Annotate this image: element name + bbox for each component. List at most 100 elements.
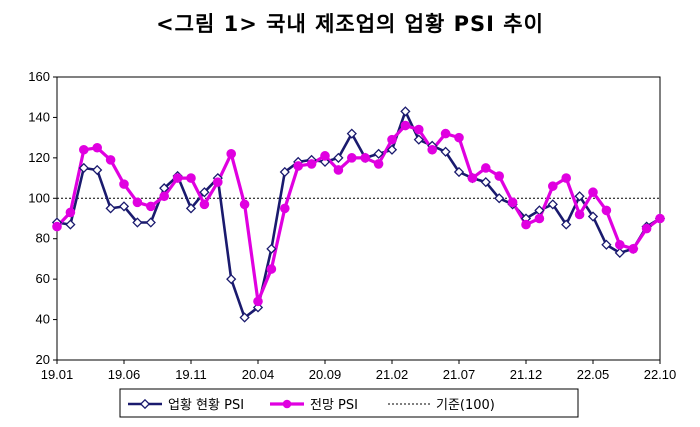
data-point-outlook-psi <box>387 134 397 145</box>
y-tick-label: 140 <box>28 109 50 124</box>
series-line-1 <box>56 110 661 319</box>
data-point-outlook-psi <box>199 199 210 210</box>
data-point-outlook-psi <box>119 179 129 189</box>
data-point-current-psi <box>386 144 398 155</box>
data-point-outlook-psi <box>146 201 156 212</box>
legend-marker-circle <box>282 399 292 409</box>
x-tick-label: 19.01 <box>41 367 74 382</box>
data-point-outlook-psi <box>427 144 438 155</box>
data-point-outlook-psi <box>52 221 62 232</box>
data-point-outlook-psi <box>306 159 317 169</box>
data-point-current-psi <box>413 134 424 145</box>
data-point-outlook-psi <box>414 124 424 135</box>
data-point-outlook-psi <box>574 209 585 220</box>
data-point-outlook-psi <box>280 203 290 214</box>
data-point-outlook-psi <box>615 239 625 250</box>
data-point-outlook-psi <box>92 142 102 153</box>
data-point-current-psi <box>226 274 237 285</box>
data-point-outlook-psi <box>548 181 558 191</box>
data-point-current-psi <box>373 148 384 159</box>
data-point-outlook-psi <box>186 173 196 183</box>
legend-marker-diamond <box>139 398 151 410</box>
data-point-outlook-psi <box>79 144 89 155</box>
legend-box <box>119 388 579 418</box>
data-point-outlook-psi <box>320 151 330 161</box>
data-point-outlook-psi <box>105 155 116 165</box>
y-tick-label: 120 <box>28 150 50 165</box>
data-point-outlook-psi <box>65 207 76 218</box>
legend-label: 업황 현황 PSI <box>168 398 244 413</box>
data-point-outlook-psi <box>226 149 236 159</box>
x-tick-label: 19.06 <box>108 367 141 382</box>
data-point-outlook-psi <box>481 163 491 173</box>
data-point-current-psi <box>279 166 290 178</box>
data-point-current-psi <box>453 166 465 178</box>
x-tick-label: 20.04 <box>242 367 275 382</box>
data-point-outlook-psi <box>333 165 344 175</box>
data-point-outlook-psi <box>400 120 411 131</box>
data-point-outlook-psi <box>601 205 612 216</box>
data-point-outlook-psi <box>588 187 598 198</box>
x-tick-label: 19.11 <box>175 367 207 382</box>
chart-title: <그림 1> 국내 제조업의 업황 PSI 추이 <box>156 12 544 36</box>
data-point-outlook-psi <box>561 173 572 183</box>
data-point-current-psi <box>145 217 156 228</box>
data-point-current-psi <box>132 217 143 228</box>
data-point-outlook-psi <box>360 153 371 163</box>
data-point-current-psi <box>561 219 572 230</box>
data-point-outlook-psi <box>628 244 639 254</box>
y-tick-label: 100 <box>28 190 50 205</box>
data-point-current-psi <box>266 243 277 254</box>
x-tick-label: 22.05 <box>577 367 610 382</box>
x-tick-label: 22.10 <box>644 367 677 382</box>
data-point-current-psi <box>346 128 357 139</box>
data-point-current-psi <box>587 211 599 222</box>
x-tick-label: 20.09 <box>309 367 342 382</box>
data-point-current-psi <box>199 187 210 198</box>
data-point-outlook-psi <box>172 173 183 183</box>
data-point-outlook-psi <box>159 191 169 202</box>
x-tick-label: 21.02 <box>376 367 409 382</box>
data-point-current-psi <box>440 146 451 157</box>
data-point-current-psi <box>547 199 558 210</box>
data-point-outlook-psi <box>253 296 263 307</box>
data-point-outlook-psi <box>521 219 531 230</box>
y-tick-label: 20 <box>36 352 50 367</box>
x-tick-label: 21.07 <box>443 367 476 382</box>
data-point-outlook-psi <box>534 213 545 224</box>
data-point-outlook-psi <box>641 223 652 234</box>
data-point-outlook-psi <box>440 128 451 139</box>
data-point-outlook-psi <box>454 132 464 143</box>
data-point-outlook-psi <box>239 199 250 210</box>
data-point-current-psi <box>65 219 76 230</box>
data-point-current-psi <box>333 152 344 163</box>
data-point-outlook-psi <box>213 177 223 187</box>
data-point-current-psi <box>601 239 612 250</box>
data-point-outlook-psi <box>132 197 143 208</box>
data-point-outlook-psi <box>655 213 665 224</box>
data-point-outlook-psi <box>293 161 304 171</box>
y-tick-label: 60 <box>36 271 50 286</box>
data-point-current-psi <box>105 203 116 214</box>
data-point-outlook-psi <box>347 153 357 163</box>
data-point-current-psi <box>118 201 130 212</box>
data-point-current-psi <box>480 176 491 188</box>
data-point-current-psi <box>185 203 197 214</box>
y-tick-label: 80 <box>36 231 50 246</box>
data-point-current-psi <box>78 162 89 174</box>
data-point-outlook-psi <box>467 173 478 183</box>
data-point-current-psi <box>92 164 103 176</box>
legend-label: 전망 PSI <box>310 398 358 413</box>
data-point-outlook-psi <box>266 264 277 274</box>
data-point-current-psi <box>400 106 411 117</box>
y-tick-label: 160 <box>28 69 50 84</box>
data-point-current-psi <box>614 247 625 258</box>
x-tick-label: 21.12 <box>510 367 543 382</box>
y-tick-label: 40 <box>36 312 50 327</box>
data-point-outlook-psi <box>494 171 505 181</box>
data-point-current-psi <box>239 312 250 323</box>
data-point-outlook-psi <box>507 197 518 208</box>
data-point-current-psi <box>494 193 505 204</box>
legend-label: 기준(100) <box>436 398 495 413</box>
